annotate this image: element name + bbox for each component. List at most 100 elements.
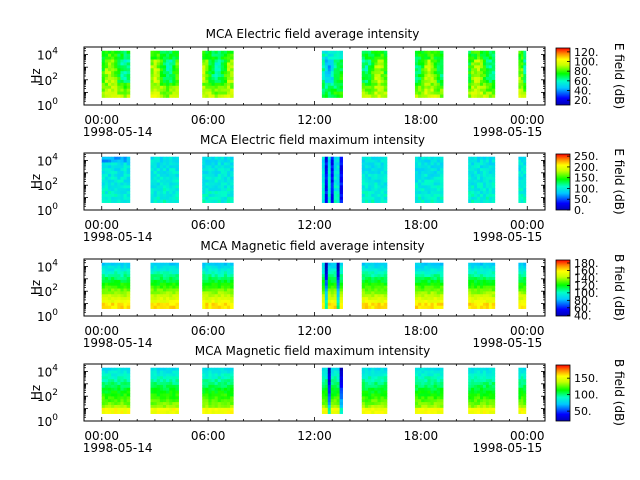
x-date-label: 1998-05-14 (83, 336, 153, 350)
spectrogram-cell (327, 376, 332, 380)
spectrogram-cell (220, 196, 225, 201)
spectrogram-cell (364, 274, 369, 278)
spectrogram-cell (227, 268, 231, 272)
spectrogram-cell (383, 262, 388, 266)
spectrogram-cell (104, 79, 109, 84)
spectrogram-cell (414, 373, 419, 377)
spectrogram-cell (361, 367, 366, 371)
spectrogram-cell (205, 291, 209, 295)
spectrogram-cell (418, 182, 422, 186)
spectrogram-cell (202, 305, 206, 309)
spectrogram-cell (339, 88, 343, 93)
spectrogram-cell (427, 297, 431, 301)
y-tick-label: 102 (37, 388, 58, 404)
spectrogram-cell (479, 291, 484, 295)
spectrogram-cell (321, 387, 326, 392)
spectrogram-cell (364, 74, 369, 78)
spectrogram-cell (491, 94, 496, 98)
spectrogram-cell (380, 165, 385, 169)
spectrogram-cell (430, 162, 435, 166)
spectrogram-cell (169, 162, 173, 166)
spectrogram-cell (518, 179, 522, 183)
spectrogram-cell (491, 399, 496, 403)
spectrogram-cell (123, 282, 128, 287)
spectrogram-cell (377, 382, 382, 386)
spectrogram-cell (380, 159, 385, 163)
spectrogram-cell (223, 168, 228, 172)
spectrogram-cell (380, 265, 385, 269)
spectrogram-cell (114, 91, 118, 95)
spectrogram-cell (333, 53, 338, 58)
spectrogram-cell (120, 279, 124, 284)
spectrogram-cell (111, 376, 115, 380)
spectrogram-cell (380, 94, 385, 98)
spectrogram-cell (491, 393, 496, 397)
spectrogram-cell (433, 305, 438, 309)
spectrogram-cell (153, 74, 158, 78)
spectrogram-cell (477, 291, 481, 295)
spectrogram-cell (474, 382, 478, 386)
spectrogram-cell (214, 396, 219, 400)
spectrogram-cell (220, 379, 225, 383)
spectrogram-cell (220, 279, 225, 284)
spectrogram-cell (368, 179, 372, 183)
spectrogram-cell (339, 277, 343, 281)
spectrogram-cell (433, 279, 438, 284)
spectrogram-cell (126, 402, 131, 406)
spectrogram-cell (377, 168, 382, 172)
spectrogram-cell (488, 68, 493, 72)
spectrogram-cell (482, 274, 487, 278)
spectrogram-cell (104, 410, 109, 414)
spectrogram-cell (474, 294, 478, 298)
spectrogram-cell (383, 407, 388, 412)
spectrogram-cell (471, 191, 475, 195)
spectrogram-cell (153, 199, 158, 203)
spectrogram-cell (468, 399, 472, 403)
spectrogram-cell (123, 407, 128, 412)
spectrogram-cell (371, 165, 375, 169)
spectrogram-cell (523, 291, 527, 295)
spectrogram-cell (414, 79, 419, 84)
spectrogram-cell (120, 179, 124, 183)
spectrogram-cell (361, 271, 366, 275)
spectrogram-cell (421, 53, 425, 58)
spectrogram-cell (430, 277, 435, 281)
spectrogram-cell (101, 402, 106, 406)
spectrogram-cell (205, 74, 209, 78)
spectrogram-cell (477, 199, 481, 203)
spectrogram-cell (482, 156, 487, 160)
spectrogram-cell (421, 373, 425, 377)
spectrogram-cell (150, 56, 155, 60)
spectrogram-cell (111, 74, 115, 78)
spectrogram-cell (488, 62, 493, 66)
spectrogram-cell (217, 165, 222, 169)
spectrogram-cell (433, 165, 438, 169)
spectrogram-cell (208, 305, 212, 309)
spectrogram-cell (123, 156, 128, 160)
spectrogram-cell (339, 74, 343, 78)
spectrogram-cell (439, 299, 444, 304)
spectrogram-cell (107, 156, 112, 160)
spectrogram-cell (111, 305, 115, 309)
spectrogram-cell (126, 399, 131, 403)
spectrogram-cell (114, 171, 118, 175)
spectrogram-cell (368, 91, 372, 95)
spectrogram-cell (104, 191, 109, 195)
spectrogram-cell (111, 176, 115, 181)
spectrogram-cell (364, 294, 369, 298)
spectrogram-cell (374, 274, 378, 278)
spectrogram-cell (430, 265, 435, 269)
spectrogram-cell (482, 384, 487, 389)
spectrogram-cell (220, 185, 225, 189)
spectrogram-cell (166, 176, 170, 181)
spectrogram-cell (424, 50, 428, 55)
spectrogram-cell (368, 404, 372, 409)
spectrogram-cell (433, 390, 438, 394)
spectrogram-cell (471, 171, 475, 175)
spectrogram-cell (439, 82, 444, 87)
spectrogram-cell (414, 268, 419, 272)
spectrogram-cell (169, 94, 173, 98)
spectrogram-cell (436, 65, 441, 69)
spectrogram-cell (377, 367, 382, 371)
